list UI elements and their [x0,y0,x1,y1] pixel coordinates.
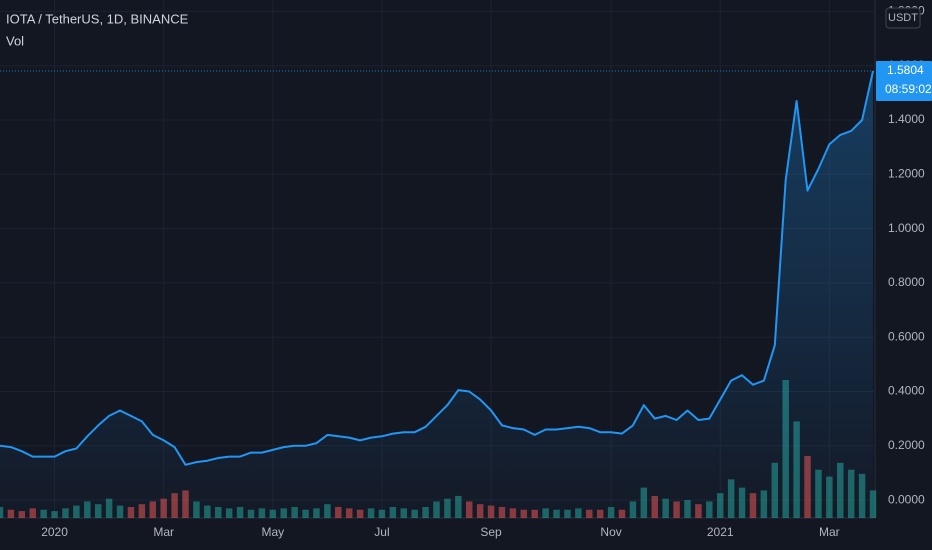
plot [0,70,874,518]
currency: USDT [888,12,918,24]
x-tick-label: Mar [153,525,174,539]
y-tick-label: 1.2000 [888,166,925,180]
chart-title: IOTA / TetherUS, 1D, BINANCE [6,11,189,26]
y-tick-label: 1.4000 [888,112,925,126]
countdown: 08:59:02 [885,82,932,96]
x-tick-label: 2021 [707,525,734,539]
last-price-box [876,61,932,102]
area-fill [0,71,873,518]
y-tick-label: 0.2000 [888,438,925,452]
last-price: 1.5804 [887,63,924,77]
price-line [0,70,874,466]
currency-box[interactable] [885,7,921,29]
y-tick-label: 0.6000 [888,329,925,343]
x-tick-label: May [261,525,284,539]
x-tick-label: Mar [819,525,840,539]
y-tick-label: 0.0000 [888,492,925,506]
x-tick-label: 2020 [41,525,68,539]
x-tick-label: Jul [374,525,389,539]
y-tick-label: 0.8000 [888,275,925,289]
x-tick-label: Nov [600,525,621,539]
y-tick-label: 1.0000 [888,221,925,235]
x-tick-label: Sep [480,525,502,539]
y-tick-label: 0.4000 [888,384,925,398]
volume-label: Vol [6,33,24,48]
